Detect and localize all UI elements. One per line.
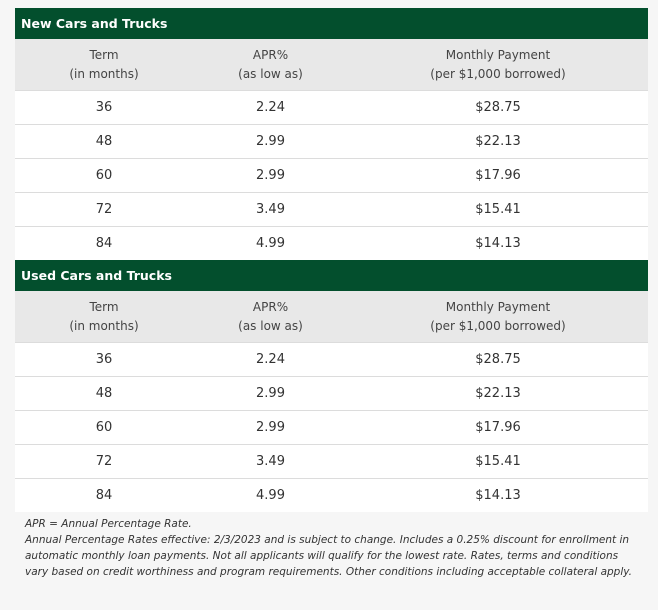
table-title: Used Cars and Trucks	[15, 260, 648, 291]
table-cell: 2.24	[193, 342, 348, 377]
table-cell: $17.96	[348, 410, 648, 445]
table-row: 84 4.99 $14.13	[15, 478, 648, 512]
table-cell: $15.41	[348, 444, 648, 479]
header-row: Term (in months) APR% (as low as) Monthly Pa…	[15, 291, 648, 343]
table-row: 60 2.99 $17.96	[15, 158, 648, 193]
table-row: 84 4.99 $14.13	[15, 226, 648, 260]
table-row: 48 2.99 $22.13	[15, 124, 648, 159]
header-line: APR%	[252, 47, 289, 62]
table-cell: 2.99	[193, 376, 348, 411]
table-cell: $28.75	[348, 90, 648, 125]
header-line: Term	[89, 47, 119, 62]
table-cell: 60	[15, 410, 193, 445]
header-line: Term	[89, 299, 119, 314]
column-header: Term (in months)	[15, 39, 193, 91]
header-row: Term (in months) APR% (as low as) Monthly Pa…	[15, 39, 648, 91]
table-cell: $17.96	[348, 158, 648, 193]
header-line: (in months)	[69, 318, 139, 333]
table-cell: 4.99	[193, 478, 348, 512]
rate-table: Term (in months) APR% (as low as) Monthly Pa…	[15, 39, 648, 260]
table-row: 72 3.49 $15.41	[15, 444, 648, 479]
column-header: APR% (as low as)	[193, 39, 348, 91]
column-header: Term (in months)	[15, 291, 193, 343]
rate-tables: New Cars and Trucks Term (in months) APR% (a…	[15, 8, 648, 512]
table-cell: 72	[15, 444, 193, 479]
table-head: Term (in months) APR% (as low as) Monthly Pa…	[15, 291, 648, 343]
table-cell: $22.13	[348, 124, 648, 159]
table-cell: $22.13	[348, 376, 648, 411]
table-cell: 3.49	[193, 444, 348, 479]
table-cell: 2.99	[193, 410, 348, 445]
table-cell: 2.24	[193, 90, 348, 125]
header-line: APR%	[252, 299, 289, 314]
header-line: (as low as)	[238, 318, 303, 333]
table-row: 36 2.24 $28.75	[15, 342, 648, 377]
footnotes: APR = Annual Percentage Rate. Annual Perc…	[25, 516, 635, 580]
footnote: APR = Annual Percentage Rate.	[25, 518, 192, 530]
footnote: Annual Percentage Rates effective: 2/3/2…	[25, 534, 633, 578]
table-cell: 48	[15, 376, 193, 411]
table-body: 36 2.24 $28.75 48 2.99 $22.13 60 2.99 $17.96 72 3.…	[15, 342, 648, 512]
header-line: (as low as)	[238, 66, 303, 81]
table-cell: 2.99	[193, 158, 348, 193]
table-row: 48 2.99 $22.13	[15, 376, 648, 411]
table-cell: $15.41	[348, 192, 648, 227]
table-cell: 2.99	[193, 124, 348, 159]
table-row: 36 2.24 $28.75	[15, 90, 648, 125]
header-line: Monthly Payment	[445, 47, 551, 62]
table-cell: 48	[15, 124, 193, 159]
header-line: (per $1,000 borrowed)	[430, 318, 566, 333]
rate-table: Term (in months) APR% (as low as) Monthly Pa…	[15, 291, 648, 512]
header-line: (per $1,000 borrowed)	[430, 66, 566, 81]
table-cell: 36	[15, 90, 193, 125]
header-line: Monthly Payment	[445, 299, 551, 314]
table-cell: $14.13	[348, 478, 648, 512]
table-cell: 84	[15, 478, 193, 512]
table-row: 72 3.49 $15.41	[15, 192, 648, 227]
table-cell: 3.49	[193, 192, 348, 227]
table-title: New Cars and Trucks	[15, 8, 648, 39]
table-head: Term (in months) APR% (as low as) Monthly Pa…	[15, 39, 648, 91]
table-cell: 4.99	[193, 226, 348, 260]
table-cell: 36	[15, 342, 193, 377]
table-cell: $14.13	[348, 226, 648, 260]
table-cell: 84	[15, 226, 193, 260]
header-line: (in months)	[69, 66, 139, 81]
table-row: 60 2.99 $17.96	[15, 410, 648, 445]
table-body: 36 2.24 $28.75 48 2.99 $22.13 60 2.99 $17.96 72 3.…	[15, 90, 648, 260]
column-header: Monthly Payment (per $1,000 borrowed)	[348, 291, 648, 343]
column-header: Monthly Payment (per $1,000 borrowed)	[348, 39, 648, 91]
table-cell: $28.75	[348, 342, 648, 377]
table-cell: 72	[15, 192, 193, 227]
column-header: APR% (as low as)	[193, 291, 348, 343]
table-cell: 60	[15, 158, 193, 193]
